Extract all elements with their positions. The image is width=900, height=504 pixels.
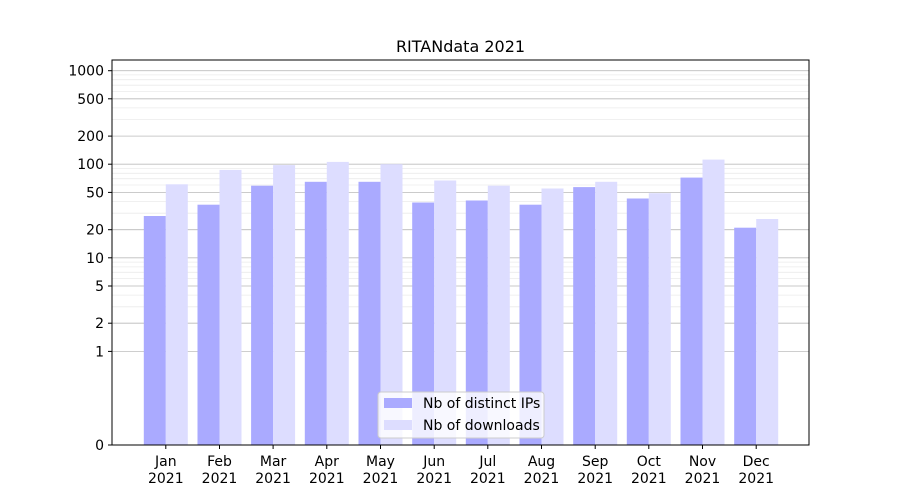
y-tick-label: 200 [77,129,104,145]
bar-downloads [273,165,296,445]
bar-distinct-ips [734,227,757,445]
bar-downloads [219,169,242,445]
legend-swatch-distinct-ips [384,398,412,408]
bar-distinct-ips [626,198,649,445]
x-tick-label-year: 2021 [738,471,774,487]
legend-label-distinct-ips: Nb of distinct IPs [423,396,540,412]
x-tick-label-month: Nov [689,454,716,470]
y-tick-label: 1 [95,344,104,360]
x-tick-label-month: Feb [207,454,232,470]
bar-distinct-ips [143,216,166,445]
legend-box [377,391,545,439]
x-tick-label-month: Apr [315,454,339,470]
bar-downloads [380,164,403,445]
x-tick-label-year: 2021 [255,471,291,487]
chart-title: RITANdata 2021 [396,37,525,56]
x-tick-label-year: 2021 [309,471,345,487]
bar-downloads [434,180,457,445]
x-tick-label-year: 2021 [470,471,506,487]
x-tick-label-year: 2021 [524,471,560,487]
plot-frame [111,59,810,446]
y-tick-label: 0 [95,438,104,454]
bars [143,159,779,446]
x-axis: Jan2021Feb2021Mar2021Apr2021May2021Jun20… [148,445,774,487]
x-tick-label-year: 2021 [577,471,613,487]
y-tick-label: 50 [86,185,104,201]
y-tick-label: 20 [86,223,104,239]
bar-downloads [165,184,188,446]
bar-downloads [487,185,510,445]
bar-distinct-ips [197,204,220,445]
x-tick-label-month: Aug [528,454,555,470]
bar-downloads [541,188,564,445]
bar-downloads [326,161,349,445]
y-tick-label: 500 [77,92,104,108]
bar-distinct-ips [304,181,327,446]
legend: Nb of distinct IPs Nb of downloads [377,391,545,439]
x-tick-label-month: May [366,454,395,470]
y-tick-label: 5 [95,279,104,295]
x-tick-label-month: Jun [422,454,445,470]
x-tick-label-month: Oct [637,454,662,470]
y-tick-label: 100 [77,157,104,173]
x-tick-label-month: Jan [154,454,177,470]
bar-distinct-ips [465,200,488,445]
x-tick-label-month: Dec [743,454,770,470]
y-tick-label: 1000 [68,64,104,80]
x-tick-label-month: Jul [478,454,496,470]
y-axis: 0 1 2 5 10 20 50 100 200 500 1000 [68,64,112,454]
x-tick-label-year: 2021 [416,471,452,487]
legend-swatch-downloads [384,420,412,430]
bar-distinct-ips [573,187,596,445]
x-tick-label-month: Mar [260,454,287,470]
bar-distinct-ips [412,202,435,445]
x-tick-label-month: Sep [582,454,609,470]
bar-downloads [756,219,779,445]
legend-label-downloads: Nb of downloads [423,418,540,434]
x-tick-label-year: 2021 [148,471,184,487]
bar-distinct-ips [519,204,542,445]
bar-distinct-ips [251,185,274,445]
x-tick-label-year: 2021 [631,471,667,487]
bar-downloads [648,193,671,445]
bar-distinct-ips [680,177,703,445]
y-tick-label: 2 [95,316,104,332]
y-tick-label: 10 [86,251,104,267]
bar-distinct-ips [358,181,381,446]
x-tick-label-year: 2021 [202,471,238,487]
x-tick-label-year: 2021 [363,471,399,487]
x-tick-label-year: 2021 [685,471,721,487]
bar-downloads [595,181,618,446]
bar-downloads [702,159,725,445]
